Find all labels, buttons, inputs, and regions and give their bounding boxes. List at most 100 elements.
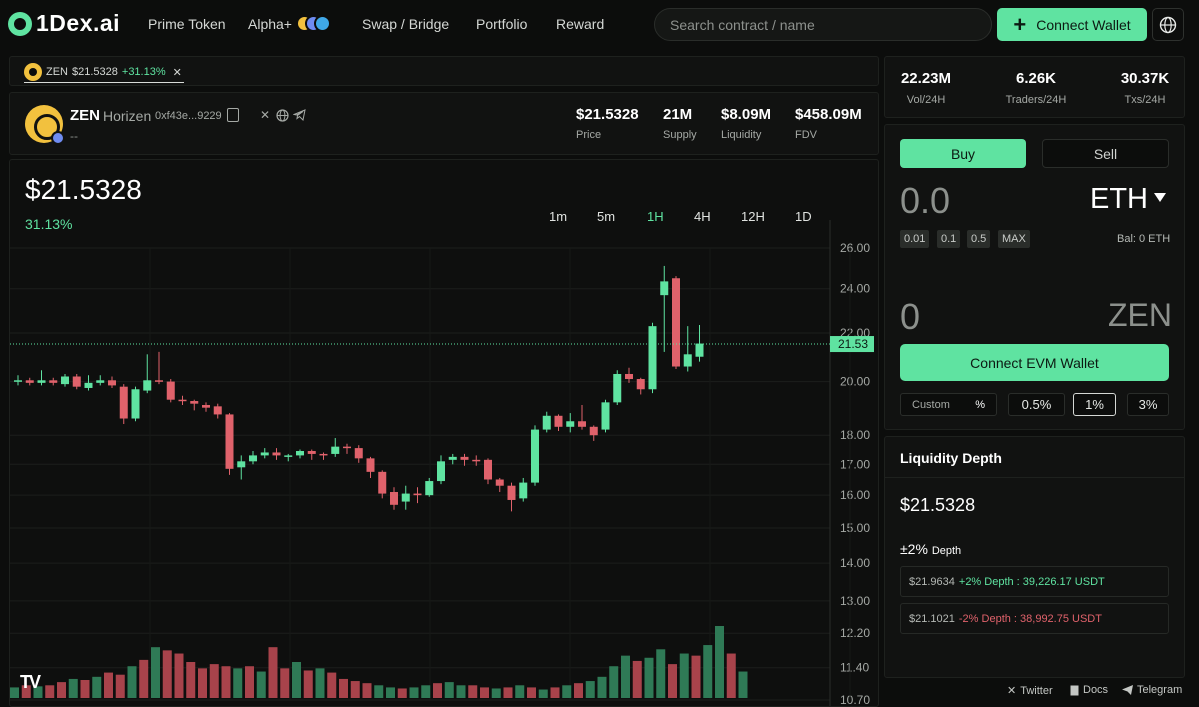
candle-body	[354, 448, 363, 459]
brand-name: 1Dex.ai	[36, 10, 121, 36]
candle-body	[519, 482, 528, 499]
nav-alpha-plus[interactable]: Alpha+	[248, 16, 292, 32]
footer-telegram-link[interactable]: Telegram	[1122, 684, 1182, 696]
connect-wallet-label: Connect Wallet	[1036, 16, 1131, 33]
volume-bar	[104, 672, 113, 698]
candle-body	[507, 485, 516, 500]
x-twitter-icon[interactable]: ✕	[260, 108, 271, 122]
volume-bar	[703, 645, 713, 698]
preset-max[interactable]: MAX	[998, 230, 1030, 248]
nav-swap-bridge[interactable]: Swap / Bridge	[362, 16, 450, 32]
brand-logo[interactable]: 1Dex.ai	[8, 10, 120, 37]
nav-portfolio[interactable]: Portfolio	[476, 16, 528, 32]
candle-body	[49, 380, 58, 383]
volume-bar	[21, 685, 31, 698]
stat-volume-label: Vol/24H	[906, 94, 946, 106]
x-twitter-icon: ✕	[1007, 685, 1017, 697]
chart-panel: 26.00 24.00 22.00 20.00 18.00 17.00 16.00 15.00…	[9, 159, 879, 707]
stat-fdv-value: $458.09M	[795, 106, 862, 123]
volume-bar	[397, 688, 407, 698]
candle-body	[390, 491, 398, 505]
slippage-0-5[interactable]: 0.5%	[1008, 393, 1065, 416]
candle-body	[190, 401, 199, 404]
depth-row-desc: +2% Depth : 39,226.17 USDT	[958, 575, 1105, 588]
pay-currency-select[interactable]: ETH	[1090, 183, 1148, 215]
depth-row-up: $21.9634 +2% Depth : 39,226.17 USDT	[900, 566, 1169, 597]
stat-txs-label: Txs/24H	[1124, 94, 1166, 106]
tradingview-logo[interactable]: TV	[20, 672, 41, 692]
candle-body	[460, 456, 469, 460]
receive-amount-input[interactable]: 0	[900, 296, 921, 337]
depth-title: Liquidity Depth	[900, 450, 1002, 466]
price-chart[interactable]: 26.0024.0022.0020.0018.0017.0016.0015.00…	[10, 160, 879, 707]
timeframe-4h[interactable]: 4H	[694, 209, 711, 224]
chain-icon	[314, 15, 331, 32]
candle-body	[695, 343, 704, 357]
search-input[interactable]	[670, 16, 976, 33]
slippage-3[interactable]: 3%	[1127, 393, 1169, 416]
chevron-down-icon[interactable]	[1154, 193, 1166, 202]
preset-0-01[interactable]: 0.01	[900, 230, 930, 248]
preset-0-5[interactable]: 0.5	[967, 230, 991, 248]
candle-body	[413, 493, 422, 496]
candle-body	[249, 455, 257, 462]
token-tab[interactable]: ZEN $21.5328 +31.13% ✕	[24, 62, 184, 83]
chart-change: 31.13%	[25, 216, 73, 232]
custom-slippage-input[interactable]: Custom %	[900, 393, 997, 416]
top-navbar: 1Dex.ai Prime Token Alpha+ Swap / Bridge…	[0, 0, 1199, 50]
candle-body	[25, 380, 34, 383]
footer-twitter-link[interactable]: ✕ Twitter	[1007, 684, 1053, 698]
volume-bar	[198, 668, 207, 698]
telegram-icon[interactable]	[293, 109, 306, 121]
stat-supply: 21M Supply	[663, 106, 697, 141]
y-axis-tick-label: 18.00	[840, 428, 870, 442]
volume-bar	[562, 685, 572, 698]
timeframe-12h[interactable]: 12H	[741, 209, 765, 224]
nav-prime-token[interactable]: Prime Token	[148, 16, 226, 32]
nav-reward[interactable]: Reward	[556, 16, 605, 32]
connect-wallet-button[interactable]: + Connect Wallet	[997, 8, 1147, 41]
timeframe-1d[interactable]: 1D	[795, 209, 812, 224]
current-price-tag	[830, 336, 874, 353]
volume-bar	[327, 672, 337, 698]
market-stats: 22.23M Vol/24H 6.26K Traders/24H 30.37K …	[884, 56, 1185, 118]
stat-txs-value: 30.37K	[1120, 70, 1170, 87]
y-axis-tick-label: 10.70	[840, 693, 870, 707]
volume-bar	[550, 687, 560, 698]
volume-bar	[68, 678, 78, 698]
website-icon[interactable]	[276, 109, 289, 122]
candle-body	[660, 281, 669, 296]
stat-txs: 30.37K Txs/24H	[1118, 70, 1172, 106]
volume-bar	[374, 685, 384, 698]
sell-tab-button[interactable]: Sell	[1042, 139, 1169, 168]
volume-bar	[80, 680, 90, 698]
copy-icon[interactable]	[227, 108, 239, 122]
close-icon[interactable]: ✕	[172, 66, 182, 79]
depth-row-price: $21.1021	[909, 612, 955, 625]
buy-tab-button[interactable]: Buy	[900, 139, 1026, 168]
slippage-1[interactable]: 1%	[1073, 393, 1116, 416]
footer-docs-link[interactable]: Docs	[1070, 684, 1108, 696]
alpha-chain-icons	[296, 14, 332, 34]
tab-change: +31.13%	[121, 66, 166, 78]
pay-amount-input[interactable]: 0.0	[900, 180, 951, 221]
candle-body	[143, 380, 152, 391]
candle-body	[14, 380, 22, 382]
candle-body	[648, 326, 657, 390]
y-axis-tick-label: 14.00	[840, 556, 870, 570]
stat-fdv: $458.09M FDV	[795, 106, 862, 141]
volume-bar	[268, 647, 278, 698]
volume-bar	[421, 685, 431, 698]
volume-bar	[691, 655, 701, 698]
volume-bar	[668, 664, 677, 698]
preset-0-1[interactable]: 0.1	[937, 230, 961, 248]
timeframe-1m[interactable]: 1m	[549, 209, 568, 224]
volume-bar	[57, 682, 66, 698]
language-button[interactable]	[1152, 8, 1184, 41]
depth-range-sub: Depth	[931, 545, 962, 557]
volume-bar	[303, 670, 313, 698]
timeframe-1h[interactable]: 1H	[647, 209, 664, 224]
volume-bar	[151, 647, 160, 698]
connect-evm-wallet-button[interactable]: Connect EVM Wallet	[900, 344, 1169, 381]
timeframe-5m[interactable]: 5m	[597, 209, 616, 224]
